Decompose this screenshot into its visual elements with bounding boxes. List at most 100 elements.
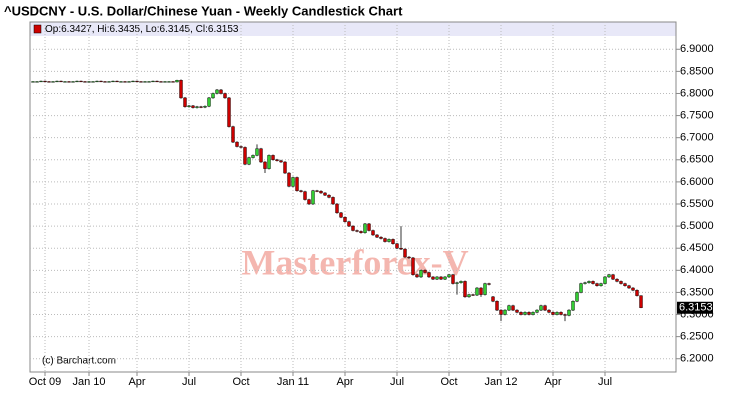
candle-body <box>171 81 175 83</box>
y-tick-label: 6.4500 <box>680 242 714 254</box>
candle-body <box>63 81 67 83</box>
credit: (c) Barchart.com <box>42 356 116 367</box>
candle-body <box>255 148 259 156</box>
candle-body <box>547 309 551 313</box>
candle-body <box>279 160 283 163</box>
candle-body <box>151 80 155 83</box>
candle-body <box>259 148 263 163</box>
candle-body <box>51 81 55 83</box>
candle-body <box>575 292 579 302</box>
candle-body <box>319 190 323 194</box>
candle-body <box>363 223 367 233</box>
candle-body <box>391 239 395 244</box>
candle-body <box>559 312 563 315</box>
candle-body <box>375 234 379 238</box>
candle-body <box>139 81 143 83</box>
y-tick-label: 6.6500 <box>680 154 714 166</box>
candle-body <box>395 243 399 249</box>
candle-body <box>251 155 255 158</box>
y-tick-label: 6.8000 <box>680 87 714 99</box>
candle-body <box>527 312 531 315</box>
x-tick-label: Apr <box>336 376 353 388</box>
candle-body <box>215 89 219 94</box>
candle-body <box>179 80 183 99</box>
candle-body <box>39 80 43 83</box>
candle-body <box>603 276 607 284</box>
candle-body <box>203 106 207 108</box>
candle-body <box>615 278 619 282</box>
candle-body <box>291 177 295 187</box>
candle-body <box>519 312 523 315</box>
x-tick-label: Jan 10 <box>72 376 105 388</box>
y-tick-label: 6.7000 <box>680 132 714 144</box>
candle-body <box>551 312 555 315</box>
candle-body <box>383 238 387 242</box>
x-tick-label: Jul <box>182 376 196 388</box>
candle-body <box>467 294 471 298</box>
candle-body <box>571 301 575 311</box>
candle-body <box>491 296 495 302</box>
candle-body <box>611 274 615 280</box>
candle-body <box>55 80 59 83</box>
candle-body <box>143 81 147 83</box>
candle-body <box>147 81 151 83</box>
candle-body <box>415 274 419 278</box>
candle-body <box>399 248 403 250</box>
legend-swatch <box>33 24 42 34</box>
chart-title: ^USDCNY - U.S. Dollar/Chinese Yuan - Wee… <box>4 3 403 18</box>
x-tick-label: Apr <box>544 376 561 388</box>
candle-body <box>543 305 547 311</box>
x-tick-label: Jul <box>598 376 612 388</box>
candle-body <box>83 81 87 83</box>
candle-body <box>223 93 227 99</box>
candle-body <box>475 287 479 296</box>
candle-body <box>351 225 355 231</box>
candle-body <box>459 281 463 283</box>
candle-body <box>295 177 299 191</box>
candle-body <box>607 274 611 278</box>
candle-body <box>479 287 483 295</box>
x-tick-label: Jan 11 <box>277 376 309 388</box>
candle-body <box>439 276 443 280</box>
y-tick-label: 6.2500 <box>680 331 714 343</box>
x-tick-label: Oct <box>440 376 457 388</box>
candle-body <box>471 294 475 296</box>
candle-body <box>131 80 135 83</box>
y-tick-label: 6.4000 <box>680 264 714 276</box>
candle-body <box>595 283 599 286</box>
candle-body <box>103 81 107 83</box>
candle-body <box>387 239 391 242</box>
y-tick-label: 6.3500 <box>680 286 714 298</box>
last-value-label: 6.3153 <box>679 302 713 314</box>
candle-body <box>435 276 439 280</box>
candle-body <box>347 221 351 227</box>
candle-body <box>99 80 103 83</box>
candle-body <box>263 161 267 169</box>
candle-body <box>207 97 211 107</box>
candle-body <box>231 126 235 143</box>
candle-body <box>187 105 191 107</box>
candle-body <box>167 81 171 83</box>
candle-body <box>355 230 359 232</box>
candle-body <box>579 283 583 293</box>
candle-body <box>531 312 535 315</box>
candle-body <box>419 270 423 278</box>
candle-body <box>107 81 111 83</box>
candle-body <box>31 81 35 83</box>
candle-body <box>219 89 223 94</box>
candle-body <box>567 309 571 316</box>
candle-body <box>583 282 587 284</box>
x-tick-label: Oct <box>232 376 249 388</box>
candle-body <box>311 190 315 205</box>
candle-body <box>359 231 363 233</box>
candle-body <box>43 80 47 83</box>
candle-body <box>191 105 195 108</box>
candle-body <box>71 81 75 83</box>
candle-body <box>639 295 643 308</box>
candle-body <box>47 81 51 83</box>
candle-body <box>227 97 231 127</box>
candle-body <box>243 147 247 165</box>
candle-body <box>539 305 543 311</box>
y-tick-label: 6.7500 <box>680 109 714 121</box>
